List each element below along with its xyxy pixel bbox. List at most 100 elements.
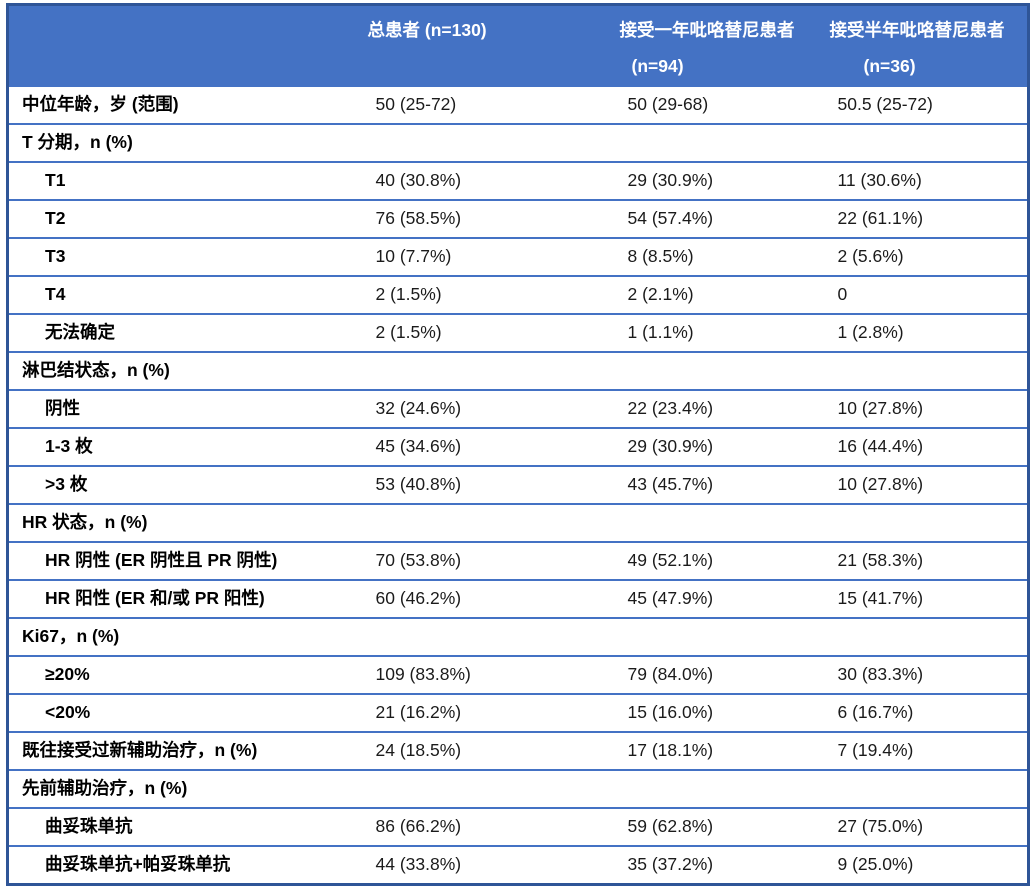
value-cell xyxy=(817,503,1029,542)
value-cell: 2 (1.5%) xyxy=(355,275,608,314)
section-label: 先前辅助治疗，n (%) xyxy=(7,769,356,808)
row-label: ≥20% xyxy=(7,655,356,694)
header-half-year-n: (n=36) xyxy=(863,56,916,76)
header-total-label: 总患者 (n=130) xyxy=(367,20,487,40)
value-cell: 0 xyxy=(817,275,1029,314)
page: 总患者 (n=130) 接受一年吡咯替尼患者 (n=94) 接受半年吡咯替尼患者… xyxy=(6,3,1030,886)
value-cell: 49 (52.1%) xyxy=(607,541,818,580)
value-cell xyxy=(607,123,818,162)
value-cell: 29 (30.9%) xyxy=(607,161,818,200)
value-cell: 1 (2.8%) xyxy=(817,313,1029,352)
value-cell xyxy=(817,123,1029,162)
value-cell: 35 (37.2%) xyxy=(607,845,818,885)
value-cell xyxy=(817,351,1029,390)
value-cell xyxy=(607,769,818,808)
value-cell xyxy=(355,503,608,542)
table-body: 中位年龄，岁 (范围) 50 (25-72) 50 (29-68) 50.5 (… xyxy=(7,85,1029,885)
value-cell: 16 (44.4%) xyxy=(817,427,1029,466)
section-row: HR 状态，n (%) xyxy=(7,503,1029,542)
value-cell: 2 (5.6%) xyxy=(817,237,1029,276)
section-label: 淋巴结状态，n (%) xyxy=(7,351,356,390)
row-label: 曲妥珠单抗 xyxy=(7,807,356,846)
value-cell: 15 (16.0%) xyxy=(607,693,818,732)
row-label: 曲妥珠单抗+帕妥珠单抗 xyxy=(7,845,356,885)
row-label: HR 阴性 (ER 阴性且 PR 阴性) xyxy=(7,541,356,580)
value-cell: 79 (84.0%) xyxy=(607,655,818,694)
table-row: ≥20% 109 (83.8%) 79 (84.0%) 30 (83.3%) xyxy=(7,655,1029,694)
value-cell: 50.5 (25-72) xyxy=(817,85,1029,124)
value-cell xyxy=(355,617,608,656)
value-cell xyxy=(817,617,1029,656)
header-half-year-label: 接受半年吡咯替尼患者 xyxy=(829,20,1005,40)
header-row: 总患者 (n=130) 接受一年吡咯替尼患者 (n=94) 接受半年吡咯替尼患者… xyxy=(7,4,1029,86)
section-row: Ki67，n (%) xyxy=(7,617,1029,656)
value-cell: 29 (30.9%) xyxy=(607,427,818,466)
table-header: 总患者 (n=130) 接受一年吡咯替尼患者 (n=94) 接受半年吡咯替尼患者… xyxy=(7,4,1029,86)
table-row: HR 阳性 (ER 和/或 PR 阳性) 60 (46.2%) 45 (47.9… xyxy=(7,579,1029,618)
value-cell: 22 (61.1%) xyxy=(817,199,1029,238)
value-cell: 2 (2.1%) xyxy=(607,275,818,314)
value-cell: 50 (29-68) xyxy=(607,85,818,124)
section-row: T 分期，n (%) xyxy=(7,123,1029,162)
value-cell: 30 (83.3%) xyxy=(817,655,1029,694)
header-one-year-label: 接受一年吡咯替尼患者 xyxy=(619,20,795,40)
table-row: T4 2 (1.5%) 2 (2.1%) 0 xyxy=(7,275,1029,314)
value-cell: 27 (75.0%) xyxy=(817,807,1029,846)
row-label: T4 xyxy=(7,275,356,314)
header-one-year-n: (n=94) xyxy=(631,56,684,76)
value-cell: 76 (58.5%) xyxy=(355,199,608,238)
row-label: 中位年龄，岁 (范围) xyxy=(7,85,356,124)
value-cell: 24 (18.5%) xyxy=(355,731,608,770)
table-row: HR 阴性 (ER 阴性且 PR 阴性) 70 (53.8%) 49 (52.1… xyxy=(7,541,1029,580)
table-row: >3 枚 53 (40.8%) 43 (45.7%) 10 (27.8%) xyxy=(7,465,1029,504)
table-row: 无法确定 2 (1.5%) 1 (1.1%) 1 (2.8%) xyxy=(7,313,1029,352)
row-label: 阴性 xyxy=(7,389,356,428)
value-cell: 45 (47.9%) xyxy=(607,579,818,618)
value-cell xyxy=(355,769,608,808)
value-cell: 11 (30.6%) xyxy=(817,161,1029,200)
header-cell-blank xyxy=(7,4,356,86)
table-row: 阴性 32 (24.6%) 22 (23.4%) 10 (27.8%) xyxy=(7,389,1029,428)
value-cell: 40 (30.8%) xyxy=(355,161,608,200)
header-cell-total: 总患者 (n=130) xyxy=(355,4,608,86)
value-cell: 59 (62.8%) xyxy=(607,807,818,846)
value-cell: 43 (45.7%) xyxy=(607,465,818,504)
section-label: T 分期，n (%) xyxy=(7,123,356,162)
header-cell-half-year: 接受半年吡咯替尼患者 (n=36) xyxy=(817,4,1029,86)
table-row: 既往接受过新辅助治疗，n (%) 24 (18.5%) 17 (18.1%) 7… xyxy=(7,731,1029,770)
table-row: 1-3 枚 45 (34.6%) 29 (30.9%) 16 (44.4%) xyxy=(7,427,1029,466)
value-cell: 22 (23.4%) xyxy=(607,389,818,428)
section-label: Ki67，n (%) xyxy=(7,617,356,656)
value-cell: 2 (1.5%) xyxy=(355,313,608,352)
section-row: 先前辅助治疗，n (%) xyxy=(7,769,1029,808)
value-cell: 60 (46.2%) xyxy=(355,579,608,618)
value-cell: 10 (27.8%) xyxy=(817,465,1029,504)
table-row: T1 40 (30.8%) 29 (30.9%) 11 (30.6%) xyxy=(7,161,1029,200)
value-cell: 8 (8.5%) xyxy=(607,237,818,276)
row-label: T3 xyxy=(7,237,356,276)
table-row: T2 76 (58.5%) 54 (57.4%) 22 (61.1%) xyxy=(7,199,1029,238)
value-cell: 109 (83.8%) xyxy=(355,655,608,694)
table-row: T3 10 (7.7%) 8 (8.5%) 2 (5.6%) xyxy=(7,237,1029,276)
value-cell xyxy=(817,769,1029,808)
value-cell: 53 (40.8%) xyxy=(355,465,608,504)
table-row: 中位年龄，岁 (范围) 50 (25-72) 50 (29-68) 50.5 (… xyxy=(7,85,1029,124)
value-cell: 70 (53.8%) xyxy=(355,541,608,580)
value-cell: 15 (41.7%) xyxy=(817,579,1029,618)
table-row: 曲妥珠单抗 86 (66.2%) 59 (62.8%) 27 (75.0%) xyxy=(7,807,1029,846)
value-cell: 21 (16.2%) xyxy=(355,693,608,732)
baseline-characteristics-table: 总患者 (n=130) 接受一年吡咯替尼患者 (n=94) 接受半年吡咯替尼患者… xyxy=(6,3,1030,886)
header-cell-one-year: 接受一年吡咯替尼患者 (n=94) xyxy=(607,4,818,86)
value-cell: 86 (66.2%) xyxy=(355,807,608,846)
row-label: 无法确定 xyxy=(7,313,356,352)
row-label: T1 xyxy=(7,161,356,200)
value-cell xyxy=(607,617,818,656)
value-cell xyxy=(607,351,818,390)
value-cell: 1 (1.1%) xyxy=(607,313,818,352)
value-cell: 9 (25.0%) xyxy=(817,845,1029,885)
value-cell: 32 (24.6%) xyxy=(355,389,608,428)
row-label: <20% xyxy=(7,693,356,732)
value-cell: 21 (58.3%) xyxy=(817,541,1029,580)
value-cell xyxy=(355,123,608,162)
section-label: HR 状态，n (%) xyxy=(7,503,356,542)
